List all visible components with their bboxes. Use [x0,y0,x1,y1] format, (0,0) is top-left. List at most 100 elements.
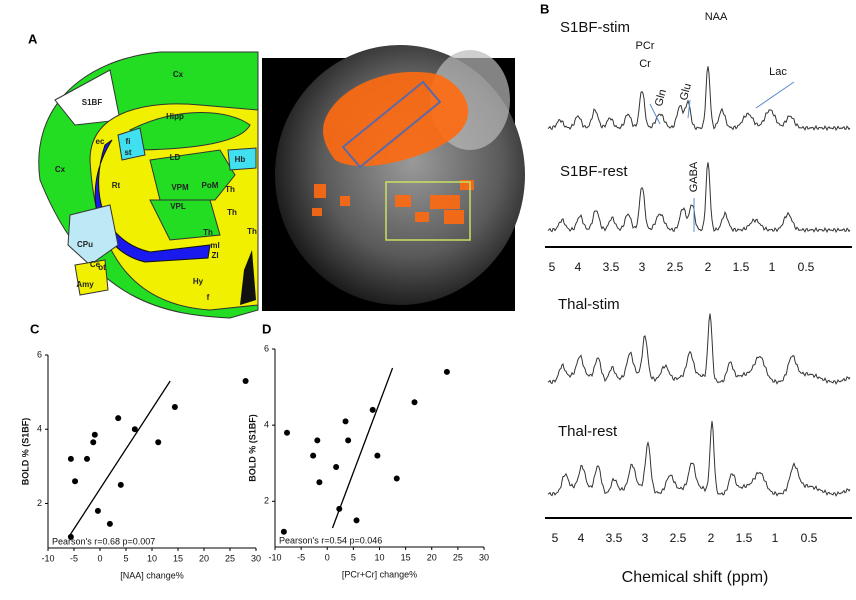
atlas-label: fi [126,137,131,146]
x-tick-label: 15 [401,552,411,562]
x-tick-label: 10 [147,553,157,563]
atlas-label: Ce [90,260,101,269]
point [242,377,249,384]
atlas-label: VPL [170,202,186,211]
point [310,452,317,459]
atlas-label: Cx [173,70,184,79]
x-tick-label: 0 [97,553,102,563]
atlas-label: CPu [77,240,93,249]
spectrum [547,66,851,132]
point [117,481,124,488]
atlas-label: ec [96,137,105,146]
atlas [38,51,259,319]
atlas-label: ZI [211,251,218,260]
y-axis-title: BOLD % (S1BF) [20,418,30,486]
atlas-label: Rt [112,181,121,190]
x-tick-label: 5 [549,260,556,274]
point [411,399,418,406]
atlas-label: Hb [235,155,246,164]
atlas-label: Hipp [166,112,184,121]
atlas-label: Amy [76,280,94,289]
y-tick-label: 2 [264,496,269,506]
atlas-label: LD [170,153,181,162]
panel-letter: C [30,321,40,336]
x-tick-label: 0 [325,552,330,562]
x-tick-label: 20 [199,553,209,563]
point [316,479,323,486]
x-tick-label: 3.5 [603,260,620,274]
panel-letter: A [28,31,38,46]
atlas-label: Th [227,208,237,217]
x-tick-label: 5 [552,531,559,545]
trace-label: S1BF-rest [560,163,628,180]
x-tick-label: 30 [479,552,489,562]
pointer [687,99,691,119]
atlas-label: ot [98,263,106,272]
spectrum [547,420,851,497]
point [280,528,287,535]
panel-letter: B [540,1,549,16]
fit-line [331,367,394,529]
mri-image [262,45,525,311]
x-tick-label: 0.5 [798,260,815,274]
x-tick-label: 1.5 [736,531,753,545]
point [374,452,381,459]
peak-label: Cr [639,58,651,70]
spectrum [547,162,851,234]
atlas-label: Cx [55,165,66,174]
peak-label: Lac [769,66,787,78]
point [336,505,343,512]
atlas-label: Th [247,227,257,236]
y-axis-title: BOLD % (S1BF) [247,414,257,482]
annotation: Pearson's r=0.54 p=0.046 [279,535,382,545]
x-tick-label: 3 [642,531,649,545]
point [115,415,122,422]
x-tick-label: 5 [123,553,128,563]
x-tick-label: 2.5 [670,531,687,545]
x-tick-label: 4 [575,260,582,274]
x-tick-label: -10 [268,552,281,562]
peak-label: PCr [636,40,655,52]
x-tick-label: 1 [769,260,776,274]
x-tick-label: 25 [453,552,463,562]
atlas-label: st [124,148,131,157]
peak-label: NAA [705,11,728,23]
x-tick-label: 2 [708,531,715,545]
atlas-label: f [207,293,210,302]
atlas-label: Th [203,228,213,237]
x-tick-label: 30 [251,553,261,563]
x-tick-label: 20 [427,552,437,562]
x-tick-label: 3 [639,260,646,274]
atlas-label: S1BF [82,98,103,107]
point [314,437,321,444]
point [393,475,400,482]
atlas-label: Th [225,185,235,194]
point [84,455,90,462]
point [67,455,74,462]
point [131,426,138,433]
x-tick-label: -10 [41,553,54,563]
panel-letter: D [262,321,271,336]
point [67,533,74,540]
point [72,478,79,485]
point [284,429,291,436]
spectrum [547,313,851,385]
point [91,431,98,438]
point [345,437,352,444]
point [333,464,340,471]
x-tick-label: 3.5 [606,531,623,545]
fit-line [68,380,171,538]
point [342,418,349,425]
peak-label: Gln [653,88,669,108]
atlas-label: PoM [202,181,219,190]
pointer [649,103,661,125]
trace-label: S1BF-stim [560,19,630,36]
x-tick-label: 15 [173,553,183,563]
point [90,439,97,446]
atlas-label: Hy [193,277,204,286]
x-tick-label: 0.5 [801,531,818,545]
y-tick-label: 4 [37,424,42,434]
x-tick-label: 2.5 [667,260,684,274]
point [155,439,162,446]
